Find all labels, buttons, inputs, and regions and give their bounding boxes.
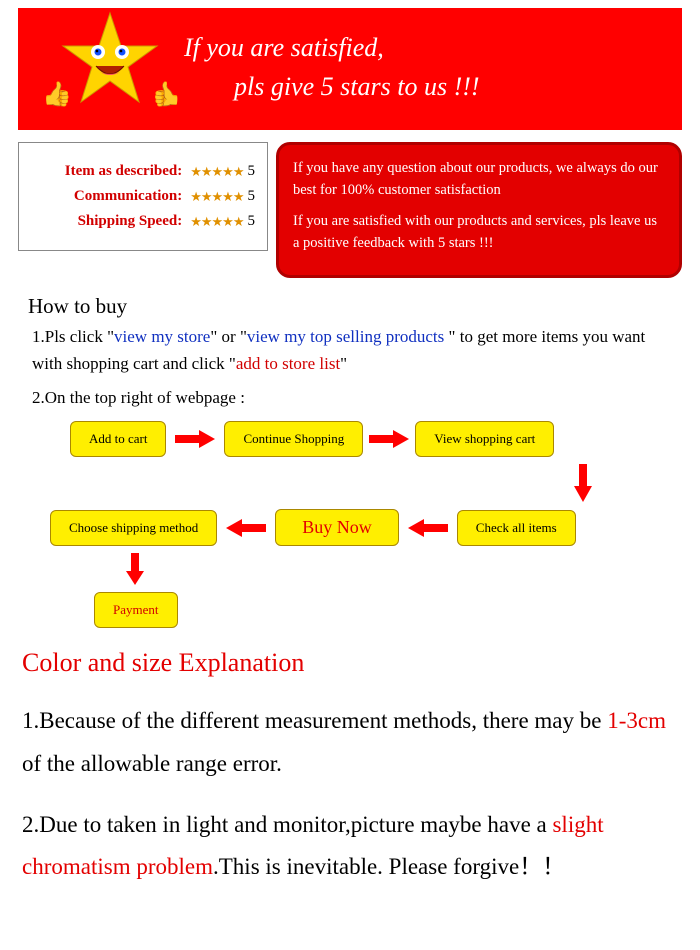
flow-choose-shipping: Choose shipping method <box>50 510 217 546</box>
callout-text: If you are satisfied with our products a… <box>293 210 665 255</box>
satisfaction-banner: 👍 👍 If you are satisfied, pls give 5 sta… <box>18 8 682 130</box>
banner-line2: pls give 5 stars to us !!! <box>184 67 480 106</box>
callout-box: If you have any question about our produ… <box>276 142 682 278</box>
step-2: 2.On the top right of webpage : <box>28 385 672 411</box>
arrow-left-icon <box>217 519 275 537</box>
section-title: How to buy <box>28 290 672 323</box>
explain-item-1: 1.Because of the different measurement m… <box>22 700 686 785</box>
stars-icon: ★★★★★ <box>190 164 243 180</box>
explain-item-2: 2.Due to taken in light and monitor,pict… <box>22 804 686 889</box>
star-icon <box>60 10 160 110</box>
stars-icon: ★★★★★ <box>190 189 243 205</box>
flow-buy-now: Buy Now <box>275 509 399 546</box>
how-to-buy: How to buy 1.Pls click "view my store" o… <box>28 290 672 412</box>
callout-text: If you have any question about our produ… <box>293 157 665 202</box>
arrow-right-icon <box>166 430 224 448</box>
stars-icon: ★★★★★ <box>190 214 243 230</box>
arrow-left-icon <box>399 519 457 537</box>
flow-view-cart: View shopping cart <box>415 421 554 457</box>
view-store-link[interactable]: view my store <box>114 327 210 346</box>
flow-payment: Payment <box>94 592 178 628</box>
arrow-right-icon <box>363 430 415 448</box>
top-selling-link[interactable]: view my top selling products <box>247 327 444 346</box>
flow-add-to-cart: Add to cart <box>70 421 166 457</box>
banner-line1: If you are satisfied, <box>184 28 480 67</box>
rating-row: Communication: ★★★★★ 5 <box>31 188 255 205</box>
star-mascot: 👍 👍 <box>46 22 176 112</box>
thumbs-up-icon: 👍 <box>152 80 182 109</box>
arrow-down-icon <box>574 464 592 502</box>
flow-check-items: Check all items <box>457 510 576 546</box>
rating-row: Item as described: ★★★★★ 5 <box>31 163 255 180</box>
section-title: Color and size Explanation <box>22 648 686 678</box>
color-size-explanation: Color and size Explanation 1.Because of … <box>22 648 686 888</box>
purchase-flow: Add to cart Continue Shopping View shopp… <box>50 421 650 628</box>
arrow-down-icon <box>126 553 144 585</box>
ratings-box: Item as described: ★★★★★ 5 Communication… <box>18 142 268 251</box>
add-to-store-link[interactable]: add to store list <box>236 354 340 373</box>
step-1: 1.Pls click "view my store" or "view my … <box>28 324 672 377</box>
rating-row: Shipping Speed: ★★★★★ 5 <box>31 213 255 230</box>
flow-continue-shopping: Continue Shopping <box>224 421 363 457</box>
